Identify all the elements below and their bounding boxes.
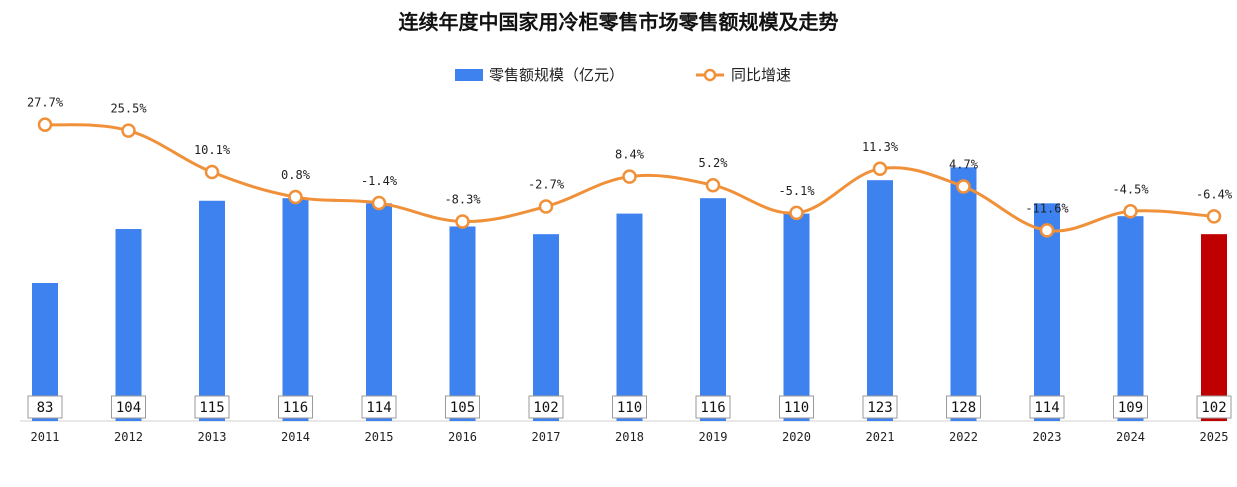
bar [700,198,726,421]
bar-value-label: 116 [700,400,725,416]
growth-label: -2.7% [528,177,565,191]
bar-value-box [194,395,230,419]
growth-label: 8.4% [615,148,645,162]
bar-value-box [862,395,898,419]
growth-label: -1.4% [361,174,398,188]
bar-value-label: 105 [450,400,475,416]
legend-label-bar: 零售额规模（亿元） [489,66,625,84]
growth-marker [956,179,971,194]
growth-label: -4.5% [1112,182,1149,196]
bar [616,213,643,421]
growth-marker [872,161,888,177]
growth-label: 5.2% [699,156,729,170]
x-tick-label: 2020 [782,430,811,444]
bar [449,226,476,421]
bar-value-box [528,395,564,419]
x-tick-label: 2011 [31,430,60,444]
x-tick-label: 2021 [866,430,895,444]
bar-value-box [278,395,313,419]
growth-marker [37,117,53,132]
growth-marker [204,164,220,180]
bar-value-label: 102 [1201,400,1226,416]
growth-marker [121,123,136,138]
x-tick-label: 2016 [448,430,477,444]
growth-marker [288,189,303,205]
bar-value-box [27,395,63,419]
growth-marker [538,199,554,214]
x-tick-label: 2014 [281,430,310,444]
growth-label: -8.3% [444,193,481,207]
growth-label: 4.7% [949,158,979,172]
bar [1034,203,1060,421]
growth-marker [1039,223,1055,238]
x-tick-label: 2015 [365,430,394,444]
bar [1201,234,1227,421]
growth-label: 27.7% [27,96,64,110]
bar-value-box [695,395,731,419]
bar-value-label: 114 [366,400,391,416]
bar-value-label: 104 [116,400,141,416]
bar [115,229,142,421]
legend: 零售额规模（亿元） 同比增速 [0,64,1237,88]
x-tick-label: 2023 [1033,430,1062,444]
bar-value-label: 123 [867,400,892,416]
growth-marker [455,214,470,229]
bar-value-label: 109 [1118,400,1143,416]
x-tick-label: 2019 [699,430,728,444]
bar-value-label: 114 [1034,400,1059,416]
legend-swatch-bar [455,68,483,81]
growth-marker [705,177,721,193]
bar [533,234,559,421]
bar-value-box [361,395,397,419]
bar [282,198,309,421]
chart-title: 连续年度中国家用冷柜零售市场零售额规模及走势 [398,10,839,34]
growth-marker [789,205,804,221]
bar-value-box [1113,395,1148,419]
x-tick-label: 2012 [114,430,143,444]
legend-item-line: 同比增速 [695,64,791,85]
bar-value-box [612,395,647,419]
legend-swatch-line [696,68,724,81]
x-tick-label: 2025 [1200,430,1229,444]
bar-value-label: 110 [784,400,809,416]
bar [199,200,225,421]
bar-value-box [779,395,814,419]
x-tick-label: 2018 [615,430,644,444]
legend-item-bar: 零售额规模（亿元） [455,64,624,85]
growth-label: -6.4% [1196,187,1233,201]
bar-value-label: 83 [37,400,54,416]
growth-marker [1123,204,1138,219]
bar [783,213,810,421]
growth-label: -5.1% [778,184,815,198]
x-tick-label: 2013 [198,430,227,444]
bar-value-box [946,395,981,419]
bar-value-box [1029,395,1065,419]
growth-marker [1206,209,1222,224]
bar-value-label: 115 [199,400,224,416]
growth-label: -11.6% [1025,201,1069,215]
bar-value-box [1196,395,1232,419]
bar [950,167,977,421]
bar [1117,216,1144,421]
bar-value-label: 128 [951,400,976,416]
bar-value-label: 110 [617,400,642,416]
growth-label: 0.8% [281,168,311,182]
bar-value-label: 102 [533,400,558,416]
x-tick-label: 2017 [532,430,561,444]
bar [366,203,392,421]
legend-label-line: 同比增速 [731,66,792,84]
x-tick-label: 2022 [949,430,978,444]
bar [867,180,893,421]
growth-label: 11.3% [862,140,899,154]
growth-label: 10.1% [194,143,231,157]
bar-value-label: 116 [283,400,308,416]
bar-value-box [111,395,146,419]
growth-marker [622,169,637,184]
growth-label: 25.5% [110,102,147,116]
x-tick-label: 2024 [1116,430,1145,444]
bar-value-box [445,395,480,419]
growth-marker [371,195,387,211]
